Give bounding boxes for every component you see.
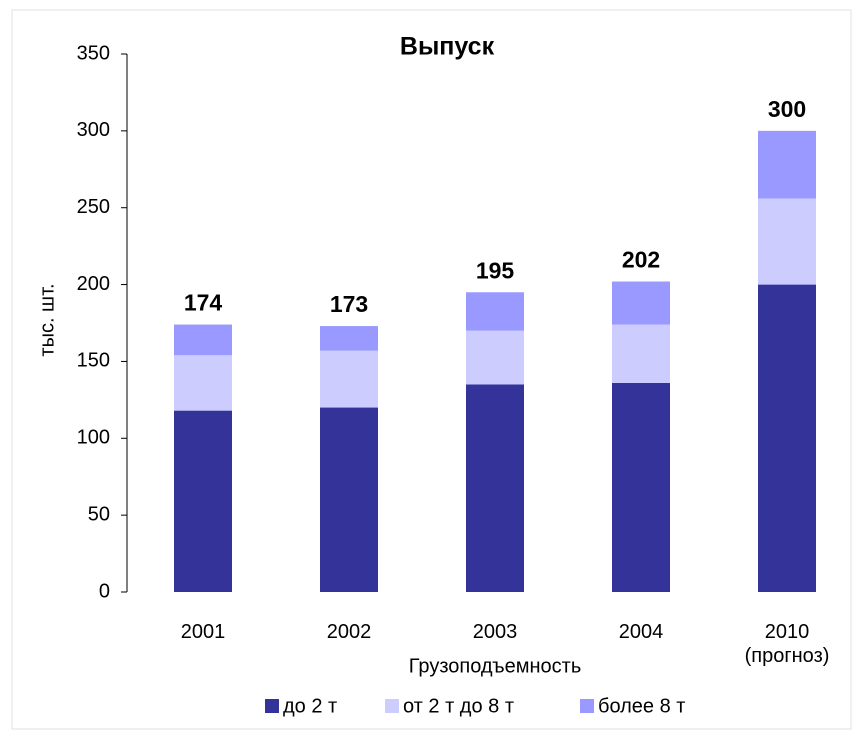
legend-swatch (385, 699, 399, 713)
x-tick-label: 2004 (618, 621, 664, 643)
y-tick-label: 350 (77, 42, 110, 64)
y-tick-label: 100 (77, 427, 110, 449)
legend-swatch (265, 699, 279, 713)
bar-segment (758, 284, 816, 592)
total-label: 174 (184, 290, 223, 316)
bar-segment (466, 384, 524, 592)
total-label: 195 (476, 257, 515, 283)
bar-segment (612, 281, 670, 325)
bar-segment (320, 407, 378, 592)
y-axis-title: тыс. шт. (36, 283, 58, 356)
bar-segment (174, 355, 232, 411)
bar-segment (758, 198, 816, 285)
y-tick-label: 200 (77, 273, 110, 295)
y-tick-label: 50 (88, 503, 110, 525)
total-label: 173 (330, 291, 368, 317)
total-label: 202 (622, 247, 660, 273)
total-label: 300 (768, 96, 806, 122)
bar-segment (320, 326, 378, 351)
bar-segment (174, 410, 232, 592)
bar-segment (466, 330, 524, 385)
bar-segment (612, 324, 670, 383)
x-tick-label: 2003 (472, 621, 518, 643)
frame (11, 9, 852, 730)
y-tick-label: 250 (77, 196, 110, 218)
bar-segment (612, 382, 670, 592)
legend-label: от 2 т до 8 т (403, 695, 514, 717)
bar-segment (466, 292, 524, 331)
legend-label: более 8 т (598, 695, 685, 717)
bar-segment (758, 130, 816, 199)
bar-segment (174, 324, 232, 356)
chart-title: Выпуск (400, 33, 495, 61)
x-tick-label: 2001 (180, 621, 226, 643)
bar-segment (320, 350, 378, 408)
y-tick-label: 0 (99, 580, 110, 602)
x-tick-label: 2002 (326, 621, 372, 643)
y-tick-label: 300 (77, 119, 110, 141)
legend-swatch (580, 699, 594, 713)
x-axis-title: Грузоподъемность (409, 655, 582, 677)
y-tick-label: 150 (77, 350, 110, 372)
x-tick-label: 2010 (прогноз) (744, 621, 830, 667)
legend-label: до 2 т (283, 695, 337, 717)
